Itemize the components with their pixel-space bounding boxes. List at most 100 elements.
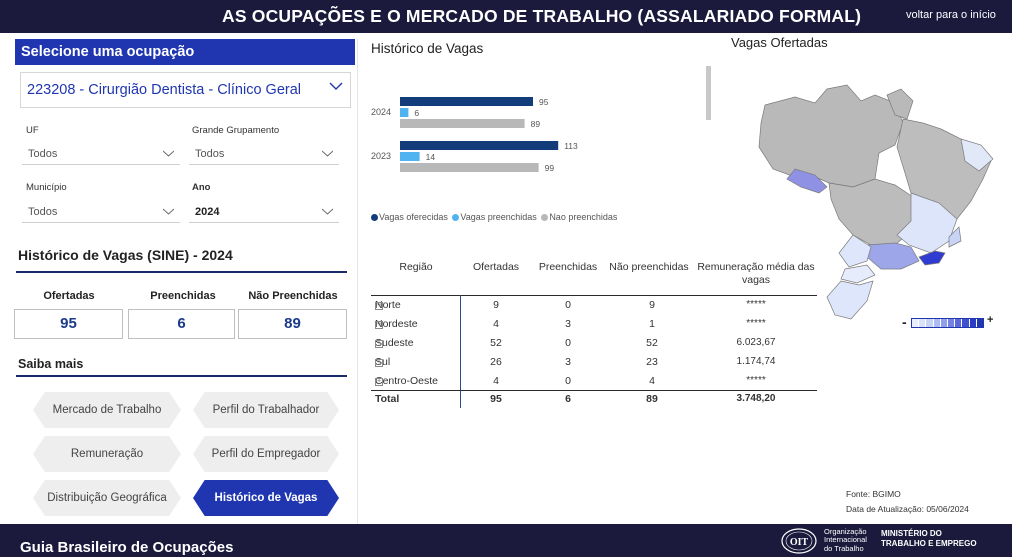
map-region-norte [758,84,904,188]
guide-title: Guia Brasileiro de Ocupações [20,539,234,556]
col-header-ofertadas: Ofertadas [472,261,520,273]
history-bar-chart: 2024 95 6 89 2023 113 14 99 [371,97,578,173]
bar-data-label: 95 [539,97,549,107]
occupation-selected: 223208 - Cirurgião Dentista - Clínico Ge… [27,82,302,98]
summary-title: Histórico de Vagas (SINE) - 2024 [18,247,233,263]
grupamento-select[interactable]: Todos [189,143,339,165]
top-bar: AS OCUPAÇÕES E O MERCADO DE TRABALHO (AS… [0,0,1012,33]
cell-nao-preenchidas: 52 [646,337,658,349]
map-region-rj [918,250,946,266]
left-panel: Selecione uma ocupação 223208 - Cirurgiã… [12,39,357,524]
cell-nao-preenchidas: 1 [649,318,655,330]
table-header-line [371,295,817,296]
legend-preenchidas: Vagas preenchidas [460,212,537,222]
total-label: Total [375,393,400,405]
uf-select[interactable]: Todos [22,143,180,165]
oit-text-line-3: do Trabalho [824,543,864,553]
legend-dot-oferecidas [371,214,378,221]
bar-data-label: 89 [531,119,541,129]
cell-ofertadas: 52 [490,337,502,349]
grupamento-label: Grande Grupamento [192,125,280,136]
chart-legend: Vagas oferecidas Vagas preenchidas Nao p… [369,212,617,222]
total-preenchidas: 6 [565,393,571,405]
nav-mercado-button[interactable]: Mercado de Trabalho [33,392,181,428]
table-total-line [371,390,817,391]
region-cell[interactable]: + Nordeste [375,318,418,330]
expand-icon[interactable]: + [375,302,383,310]
preenchidas-label: Preenchidas [150,290,216,302]
table-row[interactable]: + Centro-Oeste 4 0 4 ***** [371,372,817,391]
legend-dot-nao [541,214,549,221]
cell-remuneracao: ***** [746,318,766,329]
preenchidas-value: 6 [128,309,235,339]
map-color-scale [911,318,984,328]
chevron-down-icon [322,208,333,215]
region-cell[interactable]: + Norte [375,299,401,311]
cell-preenchidas: 0 [565,299,571,311]
cell-nao-preenchidas: 23 [646,356,658,368]
legend-dot-preenchidas [452,214,460,221]
ofertadas-value: 95 [14,309,123,339]
table-column-divider [460,295,461,408]
bar-0[interactable] [400,141,559,150]
cell-preenchidas: 0 [565,375,571,387]
map-title: Vagas Ofertadas [731,35,828,50]
cell-ofertadas: 4 [493,375,499,387]
expand-icon[interactable]: + [375,378,383,386]
chevron-down-icon [163,150,174,157]
update-date: Data de Atualização: 05/06/2024 [846,504,969,514]
nao-preenchidas-value: 89 [238,309,347,339]
table-row[interactable]: + Sudeste 52 0 52 6.023,67 [371,334,817,353]
cell-nao-preenchidas: 9 [649,299,655,311]
back-to-start-link[interactable]: voltar para o início [906,9,996,21]
table-row[interactable]: + Norte 9 0 9 ***** [371,296,817,315]
nav-perfil-empregador-button[interactable]: Perfil do Empregador [193,436,339,472]
map-region-acre [786,168,828,194]
bar-data-label: 6 [414,108,419,118]
expand-icon[interactable]: + [375,340,383,348]
cell-preenchidas: 3 [565,356,571,368]
bar-1[interactable] [400,108,409,117]
chevron-down-icon [329,82,343,90]
bar-data-label: 113 [564,141,578,151]
source-text: Fonte: BGIMO [846,489,901,499]
bar-2[interactable] [400,163,539,172]
region-cell[interactable]: + Sul [375,356,390,368]
nav-historico-button[interactable]: Histórico de Vagas [193,480,339,516]
nav-remuneracao-button[interactable]: Remuneração [33,436,181,472]
bar-0[interactable] [400,97,533,106]
total-nao: 89 [646,393,658,405]
map-region-sp [866,242,920,270]
ministry-text-line-2: TRABALHO E EMPREGO [881,539,977,548]
chart-scrollbar[interactable] [706,66,711,120]
cell-preenchidas: 0 [565,337,571,349]
col-header-remuneracao: Remuneração média das vagas [697,261,815,286]
table-row[interactable]: + Sul 26 3 23 1.174,74 [371,353,817,372]
expand-icon[interactable]: + [375,359,383,367]
expand-icon[interactable]: + [375,321,383,329]
bar-1[interactable] [400,152,420,161]
occupation-dropdown[interactable]: 223208 - Cirurgião Dentista - Clínico Ge… [20,72,351,108]
map-region-rs [826,280,874,320]
col-header-preenchidas: Preenchidas [538,261,598,273]
municipio-label: Município [26,182,67,193]
map-region-nordeste-e [960,138,994,172]
municipio-select[interactable]: Todos [22,201,180,223]
nao-preenchidas-label: Não Preenchidas [248,290,338,302]
panel-divider [357,39,358,524]
ministry-text-line-1: MINISTÉRIO DO [881,529,942,538]
nav-distribuicao-button[interactable]: Distribuição Geográfica [33,480,181,516]
total-remuneracao: 3.748,20 [736,393,776,404]
grupamento-value: Todos [195,148,225,160]
col-header-nao: Não preenchidas [609,261,689,273]
bottom-bar: Guia Brasileiro de Ocupações OIT Organiz… [0,524,1012,557]
region-cell[interactable]: + Centro-Oeste [375,375,438,387]
category-label: 2023 [371,151,391,161]
table-row[interactable]: + Nordeste 4 3 1 ***** [371,315,817,334]
region-cell[interactable]: + Sudeste [375,337,414,349]
ministry-text: MINISTÉRIO DO TRABALHO E EMPREGO [881,529,977,549]
bar-2[interactable] [400,119,525,128]
saiba-divider [16,375,347,377]
nav-perfil-trabalhador-button[interactable]: Perfil do Trabalhador [193,392,339,428]
ano-select[interactable]: 2024 [189,201,339,223]
